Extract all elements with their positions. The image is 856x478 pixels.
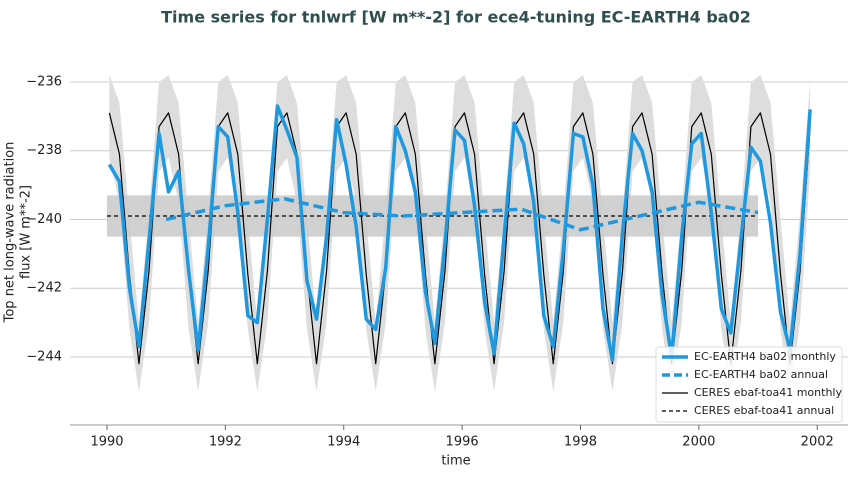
- x-tick-label: 2002: [801, 435, 834, 450]
- y-tick-label: −244: [26, 349, 62, 364]
- range-band: [109, 75, 811, 392]
- x-tick-label: 1994: [327, 435, 360, 450]
- x-axis-label: time: [441, 454, 470, 469]
- legend-label: CERES ebaf-toa41 monthly: [694, 386, 842, 399]
- x-tick-label: 2000: [682, 435, 715, 450]
- legend-box: [655, 346, 843, 423]
- chart-title: Time series for tnlwrf [W m**-2] for ece…: [161, 8, 751, 27]
- legend-label: CERES ebaf-toa41 annual: [694, 404, 834, 417]
- series-line: [165, 197, 759, 232]
- x-tick-label: 1990: [90, 435, 123, 450]
- y-tick-label: −238: [26, 143, 62, 158]
- x-tick-label: 1996: [446, 435, 479, 450]
- y-axis-label: Top net long-wave radiation: [3, 142, 18, 324]
- legend-label: EC-EARTH4 ba02 monthly: [694, 350, 836, 363]
- x-tick-label: 1998: [564, 435, 597, 450]
- y-axis-label: flux [W m**-2]: [19, 185, 34, 279]
- x-tick-label: 1992: [209, 435, 242, 450]
- series-line: [108, 112, 811, 365]
- y-tick-label: −236: [26, 74, 62, 89]
- series-line: [107, 104, 812, 363]
- y-tick-label: −242: [26, 281, 62, 296]
- legend-label: EC-EARTH4 ba02 annual: [694, 368, 828, 381]
- legend: EC-EARTH4 ba02 monthly EC-EARTH4 ba02 ann…: [655, 346, 843, 423]
- y-tick-label: −240: [26, 212, 62, 227]
